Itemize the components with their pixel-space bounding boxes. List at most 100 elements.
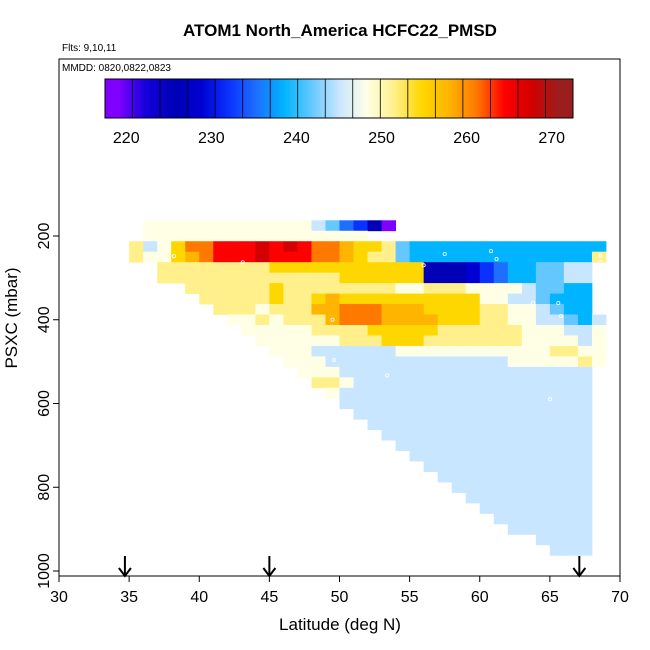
heatmap-cell	[255, 272, 270, 284]
y-axis: 200 400 600 800 1000	[36, 223, 59, 589]
heatmap-cell	[535, 471, 551, 483]
heatmap-cell	[325, 387, 340, 399]
heatmap-cell	[535, 314, 551, 326]
heatmap-cell	[311, 345, 326, 357]
heatmap-cell	[437, 398, 453, 410]
heatmap-cell	[423, 241, 439, 253]
data-point	[598, 253, 603, 258]
heatmap-cell	[339, 251, 354, 263]
heatmap-cell	[549, 440, 565, 452]
heatmap-cell	[213, 283, 228, 294]
heatmap-cell	[465, 324, 481, 336]
heatmap-cell	[255, 251, 270, 263]
heatmap-cell	[493, 429, 509, 441]
heatmap-cell	[339, 366, 354, 378]
data-point	[442, 252, 447, 257]
heatmap-cell	[535, 482, 551, 493]
x-axis-label: Latitude (deg N)	[279, 615, 401, 634]
heatmap-cell	[465, 419, 481, 431]
data-point	[331, 357, 336, 362]
heatmap-cell	[591, 356, 607, 368]
heatmap-cell	[479, 429, 495, 441]
data-point	[172, 254, 177, 259]
heatmap-cell	[283, 283, 298, 294]
heatmap-cell	[395, 398, 411, 410]
heatmap-cell	[479, 492, 495, 504]
heatmap-cell	[549, 241, 565, 253]
heatmap-cell	[395, 429, 411, 441]
heatmap-cell	[339, 262, 354, 274]
heatmap-cell	[577, 293, 593, 305]
heatmap-cell	[241, 272, 256, 284]
heatmap-cell	[297, 293, 312, 305]
heatmap-cell	[549, 502, 565, 514]
heatmap-cell	[437, 241, 453, 253]
heatmap-cell	[157, 241, 172, 253]
heatmap-cell	[465, 335, 481, 347]
heatmap-cell	[395, 324, 411, 336]
heatmap-cell	[437, 461, 453, 472]
heatmap-cell	[479, 471, 495, 483]
heatmap-cell	[157, 272, 172, 284]
heatmap-cell	[367, 387, 382, 399]
heatmap-cell	[577, 314, 593, 326]
heatmap-cell	[437, 324, 453, 336]
heatmap-cell	[507, 324, 523, 336]
heatmap-cell	[423, 314, 439, 326]
heatmap-cell	[493, 293, 509, 305]
colorbar: 220 230 240 250 260 270	[104, 78, 574, 147]
heatmap-cell	[423, 283, 439, 294]
x-tick-label: 30	[50, 589, 68, 606]
heatmap-cell	[577, 262, 593, 274]
heatmap-cell	[381, 251, 396, 263]
heatmap-cell	[423, 450, 439, 462]
colorbar-tick-label: 220	[113, 130, 140, 147]
heatmap-cell	[381, 283, 396, 294]
heatmap-cell	[367, 356, 382, 368]
heatmap-cell	[395, 419, 411, 431]
heatmap-cell	[479, 356, 495, 368]
heatmap-cell	[507, 502, 523, 514]
heatmap-cell	[311, 230, 326, 242]
heatmap-cell	[325, 377, 340, 389]
heatmap-cell	[353, 387, 368, 399]
heatmap-cell	[451, 366, 467, 378]
heatmap-cell	[479, 314, 495, 326]
heatmap-cell	[577, 502, 593, 514]
heatmap-cell	[199, 272, 214, 284]
heatmap-cell	[521, 419, 537, 431]
heatmap-cell	[283, 293, 298, 305]
heatmap-cell	[577, 377, 593, 389]
heatmap-cell	[227, 230, 242, 242]
heatmap-cell	[395, 293, 411, 305]
heatmap-cell	[409, 440, 425, 452]
heatmap-cell	[521, 345, 537, 357]
heatmap-cell	[577, 324, 593, 336]
heatmap-cell	[381, 356, 396, 368]
heatmap-cell	[171, 272, 186, 284]
heatmap-cell	[437, 429, 453, 441]
heatmap-cell	[437, 251, 453, 263]
heatmap-cell	[563, 429, 579, 441]
y-tick-label: 800	[36, 474, 53, 501]
heatmap-cell	[451, 356, 467, 368]
heatmap-cell	[129, 241, 144, 253]
heatmap-cell	[563, 366, 579, 378]
arrow-head	[572, 567, 587, 578]
heatmap-cell	[381, 304, 396, 315]
heatmap-cell	[255, 262, 270, 274]
heatmap-cell	[479, 241, 495, 253]
heatmap-cell	[339, 241, 354, 253]
heatmap-cell	[535, 461, 551, 472]
heatmap-cell	[367, 314, 382, 326]
heatmap-cell	[395, 283, 411, 294]
heatmap-cell	[563, 387, 579, 399]
heatmap-cell	[143, 251, 158, 263]
heatmap-cell	[577, 471, 593, 483]
heatmap-cell	[381, 324, 396, 336]
heatmap-cell	[493, 283, 509, 294]
heatmap-cell	[269, 304, 284, 315]
heatmap-cell	[563, 450, 579, 462]
heatmap-cell	[549, 293, 565, 305]
heatmap-cell	[451, 304, 467, 315]
